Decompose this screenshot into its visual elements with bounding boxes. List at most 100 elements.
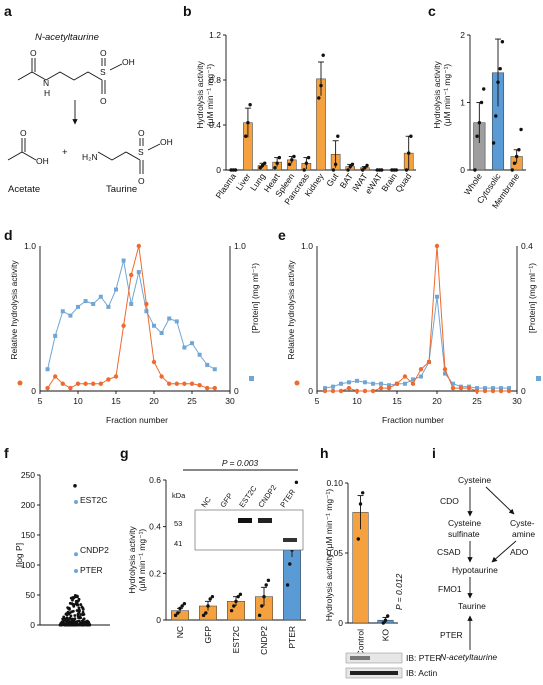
panel-d-protein-point	[76, 304, 80, 309]
blot-lane-gfp: GFP	[218, 491, 234, 509]
blot-band-cndp2	[258, 518, 272, 523]
panel-b-ylabel-2: (μM min⁻¹ mg⁻¹)	[205, 64, 215, 127]
panel-d-xtick-label: 30	[225, 396, 235, 406]
node-cysteine-sulfinate-1: Cysteine	[448, 518, 481, 528]
panel-d-axes	[39, 246, 231, 392]
panel-g-ytick-label: 0	[156, 615, 161, 625]
panel-f-point	[68, 623, 71, 627]
panel-d-protein-point	[121, 258, 126, 263]
panel-b-ytick-label: 0	[216, 165, 221, 175]
panel-e-activity-point	[378, 385, 384, 391]
panel-e-legend-protein-marker	[536, 376, 541, 381]
blot-lane-nc: NC	[199, 495, 213, 510]
panel-f-point	[61, 617, 65, 621]
panel-e-activity-point	[362, 388, 368, 394]
panel-f-highlight-point	[74, 569, 78, 573]
taurine-o-top-label: O	[138, 128, 145, 138]
panel-b-point	[260, 163, 265, 168]
panel-e-protein-point	[499, 386, 503, 391]
panel-c-point	[473, 168, 477, 172]
panel-g-point	[208, 597, 212, 601]
blot-pter-frame	[345, 652, 403, 664]
panel-e-protein-point	[387, 383, 391, 388]
panel-f-point	[75, 623, 79, 627]
panel-label-g: g	[120, 445, 129, 461]
blot-label-actin: IB: Actin	[406, 668, 437, 678]
panel-c-point	[519, 127, 523, 132]
panel-d-activity-point	[75, 381, 81, 386]
panel-label-d: d	[4, 227, 13, 243]
panel-e-protein-point	[379, 381, 383, 386]
panel-e-activity-point	[410, 381, 416, 386]
panel-d-activity-point	[205, 385, 210, 391]
panel-f-point	[81, 613, 85, 617]
panel-g-point	[232, 604, 236, 608]
panel-h-ytick-label: 0	[338, 618, 343, 628]
panel-h-point	[358, 502, 363, 506]
panel-e-activity-point	[330, 388, 336, 394]
panel-g-ylabel-1: Hydrolysis activity	[127, 525, 137, 593]
panel-b-chart: 00.40.81.2PlasmaLiverLungHeartSpleenPanc…	[209, 30, 416, 207]
blot-lane-pter: PTER	[278, 487, 297, 509]
panel-b-point	[233, 168, 238, 172]
panel-e-xtick-label: 5	[315, 396, 320, 406]
panel-f-point	[75, 594, 79, 598]
panel-f-point	[76, 620, 79, 623]
panel-f-highlight-point	[74, 552, 78, 557]
panel-e-protein-point	[443, 371, 447, 376]
panel-d-xtick-label: 20	[149, 396, 159, 406]
taurine-s-label: S	[138, 147, 144, 157]
panel-d-xtick-label: 25	[187, 396, 197, 406]
panel-g-point	[234, 599, 238, 604]
panel-d-protein-point	[60, 309, 65, 314]
panel-e-activity-point	[402, 374, 408, 379]
panel-i-pathway: Cysteine CDO Cysteine sulfinate Cyste- a…	[437, 475, 535, 662]
panel-g-point	[266, 578, 271, 583]
panel-d-protein-point	[152, 323, 156, 328]
panel-b-point	[394, 168, 398, 172]
arrow-cysteamine-to-hypotaurine	[491, 540, 517, 563]
enzyme-pter: PTER	[440, 630, 463, 640]
panel-d-ylabel-left: Relative hydrolysis activity	[9, 260, 19, 360]
panel-b-point	[379, 168, 384, 172]
enzyme-cdo: CDO	[440, 496, 459, 506]
panel-e-protein-point	[331, 384, 335, 389]
panel-g-ytick-label: 0.4	[149, 522, 161, 532]
panel-b-point	[321, 53, 325, 57]
panel-e-activity-point	[338, 388, 344, 394]
panel-d-activity-point	[68, 385, 73, 391]
panel-b-point	[406, 151, 411, 155]
panel-g-point	[178, 606, 182, 611]
panel-b-ytick-label: 1.2	[209, 30, 221, 40]
panel-f-point	[63, 619, 67, 622]
blot-kda-label: kDa	[172, 491, 186, 500]
panel-d-activity-point	[98, 381, 104, 386]
panel-d-xtick-label: 10	[73, 396, 83, 406]
panel-h-ytick-label: 0.10	[326, 478, 343, 488]
panel-e-activity-point	[450, 385, 456, 391]
panel-b-point	[333, 162, 338, 167]
panel-g-chart: 00.20.40.6NC GFP EST2C CNDP2 PTER	[149, 469, 306, 655]
panel-d-legend-activity-marker	[17, 380, 23, 386]
panel-d-activity-point	[182, 381, 187, 386]
panel-c-point	[517, 148, 521, 152]
panel-e-protein-point	[411, 377, 415, 382]
panel-label-f: f	[4, 445, 9, 461]
panel-g-point	[285, 583, 290, 587]
panel-d-protein-point	[114, 287, 118, 292]
panel-h-point	[381, 621, 385, 625]
panel-f-point	[79, 603, 83, 606]
panel-g-point	[236, 594, 240, 599]
panel-f-ytick-label: 200	[21, 500, 35, 510]
panel-e-activity-point	[418, 367, 424, 372]
panel-b-point	[306, 155, 311, 160]
panel-e-yleft-tick-label: 0	[308, 386, 313, 396]
panel-e-activity-point	[442, 367, 448, 372]
panel-d-activity-point	[136, 243, 141, 249]
panel-g-ylabel-2: (μM min⁻¹ mg⁻¹)	[137, 529, 147, 592]
panel-f-chart: 0 50 100 150 200 250	[21, 470, 110, 630]
acetate-oh-label: OH	[36, 156, 49, 166]
panel-b-point	[336, 134, 340, 138]
panel-h-point	[361, 491, 365, 495]
panel-d-yright-tick-label: 1.0	[234, 241, 246, 251]
